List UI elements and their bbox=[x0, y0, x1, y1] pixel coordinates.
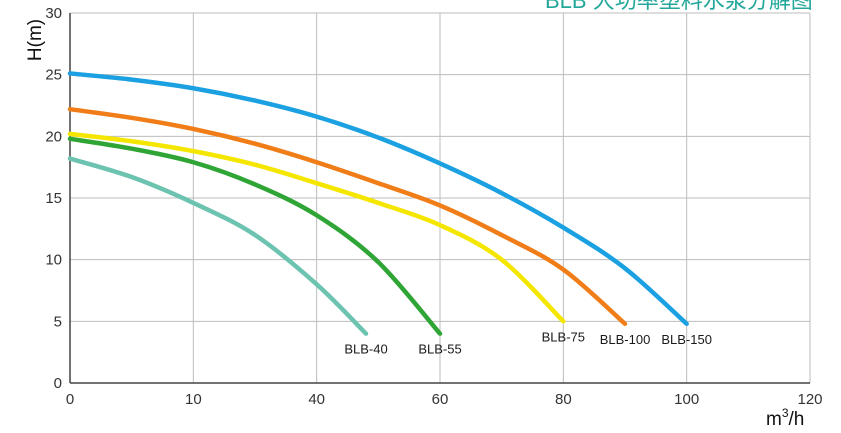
series-label: BLB-40 bbox=[344, 342, 387, 357]
series-label: BLB-100 bbox=[600, 332, 651, 347]
series-line bbox=[67, 131, 566, 324]
x-tick-label: 120 bbox=[797, 391, 822, 408]
grid bbox=[69, 12, 811, 384]
y-tick-label: 5 bbox=[54, 313, 62, 330]
x-axis-label-base: m bbox=[766, 409, 782, 430]
x-axis-label-tail: /h bbox=[789, 409, 805, 430]
series-line bbox=[67, 136, 443, 336]
x-axis-label: m3/h bbox=[766, 406, 804, 430]
x-tick-label: 10 bbox=[185, 391, 202, 408]
x-tick-label: 60 bbox=[432, 391, 449, 408]
y-tick-label: 25 bbox=[45, 67, 62, 84]
y-tick-label: 15 bbox=[45, 190, 62, 207]
series-label: BLB-150 bbox=[661, 332, 712, 347]
y-tick-label: 0 bbox=[54, 375, 62, 392]
x-tick-label: 100 bbox=[674, 391, 699, 408]
y-tick-label: 20 bbox=[45, 128, 62, 145]
series-label: BLB-55 bbox=[418, 342, 461, 357]
x-tick-label: 40 bbox=[308, 391, 325, 408]
x-axis-label-sup: 3 bbox=[782, 406, 789, 420]
y-tick-label: 30 bbox=[45, 5, 62, 22]
y-axis-label: H(m) bbox=[25, 19, 46, 61]
chart-title: BLB 大功率塑料水泵分解图 bbox=[545, 0, 813, 13]
series-line bbox=[67, 106, 628, 327]
y-tick-label: 10 bbox=[45, 252, 62, 269]
series-labels: BLB-150 BLB-100 BLB-75 BLB-55 BLB-40 bbox=[344, 329, 712, 356]
curves bbox=[67, 71, 689, 336]
series-line bbox=[67, 156, 369, 336]
tick-labels: 0 10 40 60 80 100 120 0 5 10 15 20 25 30 bbox=[45, 5, 822, 408]
x-tick-label: 0 bbox=[66, 391, 74, 408]
x-tick-label: 80 bbox=[555, 391, 572, 408]
series-label: BLB-75 bbox=[542, 329, 585, 344]
series-line bbox=[67, 71, 689, 327]
